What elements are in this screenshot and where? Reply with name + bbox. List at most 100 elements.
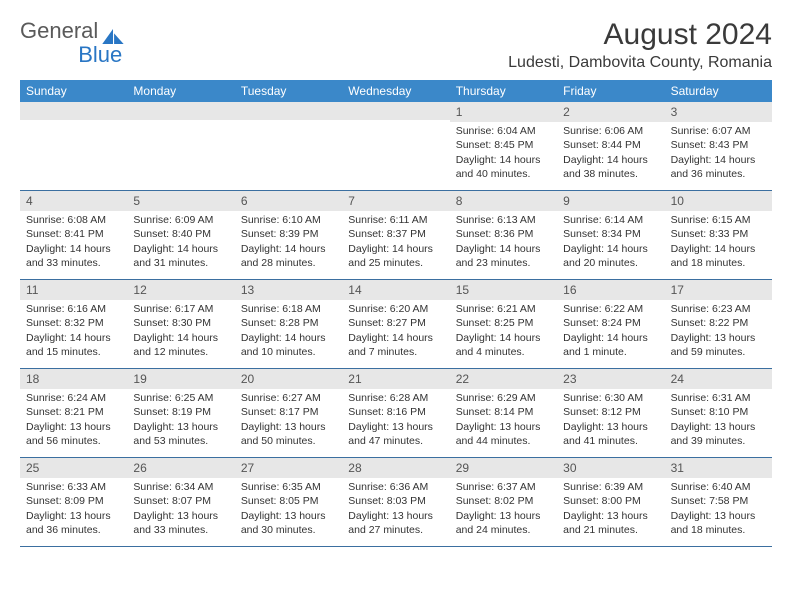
sunset: Sunset: 8:05 PM: [241, 494, 336, 508]
day-content: Sunrise: 6:22 AMSunset: 8:24 PMDaylight:…: [557, 300, 664, 363]
daylight: Daylight: 13 hours and 53 minutes.: [133, 420, 228, 448]
day-number: [127, 102, 234, 120]
day-number: 7: [342, 191, 449, 211]
daylight: Daylight: 13 hours and 50 minutes.: [241, 420, 336, 448]
sunrise: Sunrise: 6:33 AM: [26, 480, 121, 494]
day-cell: 31Sunrise: 6:40 AMSunset: 7:58 PMDayligh…: [665, 458, 772, 546]
daylight: Daylight: 13 hours and 44 minutes.: [456, 420, 551, 448]
sunrise: Sunrise: 6:14 AM: [563, 213, 658, 227]
sunset: Sunset: 8:44 PM: [563, 138, 658, 152]
day-number: 1: [450, 102, 557, 122]
day-number: 22: [450, 369, 557, 389]
day-cell: 28Sunrise: 6:36 AMSunset: 8:03 PMDayligh…: [342, 458, 449, 546]
day-cell: 3Sunrise: 6:07 AMSunset: 8:43 PMDaylight…: [665, 102, 772, 190]
sunrise: Sunrise: 6:31 AM: [671, 391, 766, 405]
day-cell: 14Sunrise: 6:20 AMSunset: 8:27 PMDayligh…: [342, 280, 449, 368]
daylight: Daylight: 13 hours and 47 minutes.: [348, 420, 443, 448]
day-content: Sunrise: 6:13 AMSunset: 8:36 PMDaylight:…: [450, 211, 557, 274]
logo: General Blue: [20, 18, 124, 68]
sunset: Sunset: 8:02 PM: [456, 494, 551, 508]
day-content: Sunrise: 6:27 AMSunset: 8:17 PMDaylight:…: [235, 389, 342, 452]
day-number: 30: [557, 458, 664, 478]
sunset: Sunset: 8:07 PM: [133, 494, 228, 508]
day-number: 23: [557, 369, 664, 389]
day-content: Sunrise: 6:29 AMSunset: 8:14 PMDaylight:…: [450, 389, 557, 452]
sunset: Sunset: 8:12 PM: [563, 405, 658, 419]
day-cell: 17Sunrise: 6:23 AMSunset: 8:22 PMDayligh…: [665, 280, 772, 368]
sunrise: Sunrise: 6:21 AM: [456, 302, 551, 316]
daylight: Daylight: 14 hours and 28 minutes.: [241, 242, 336, 270]
sunset: Sunset: 8:37 PM: [348, 227, 443, 241]
daylight: Daylight: 13 hours and 39 minutes.: [671, 420, 766, 448]
sunset: Sunset: 8:14 PM: [456, 405, 551, 419]
day-content: Sunrise: 6:20 AMSunset: 8:27 PMDaylight:…: [342, 300, 449, 363]
day-content: Sunrise: 6:17 AMSunset: 8:30 PMDaylight:…: [127, 300, 234, 363]
day-cell: 26Sunrise: 6:34 AMSunset: 8:07 PMDayligh…: [127, 458, 234, 546]
sunrise: Sunrise: 6:08 AM: [26, 213, 121, 227]
day-cell: 24Sunrise: 6:31 AMSunset: 8:10 PMDayligh…: [665, 369, 772, 457]
week-row: 11Sunrise: 6:16 AMSunset: 8:32 PMDayligh…: [20, 280, 772, 369]
daylight: Daylight: 14 hours and 25 minutes.: [348, 242, 443, 270]
day-cell: 1Sunrise: 6:04 AMSunset: 8:45 PMDaylight…: [450, 102, 557, 190]
sunset: Sunset: 8:28 PM: [241, 316, 336, 330]
daylight: Daylight: 13 hours and 36 minutes.: [26, 509, 121, 537]
day-cell: 4Sunrise: 6:08 AMSunset: 8:41 PMDaylight…: [20, 191, 127, 279]
sunset: Sunset: 8:39 PM: [241, 227, 336, 241]
day-number: 10: [665, 191, 772, 211]
sunrise: Sunrise: 6:10 AM: [241, 213, 336, 227]
sunrise: Sunrise: 6:06 AM: [563, 124, 658, 138]
month-title: August 2024: [508, 18, 772, 52]
day-number: 12: [127, 280, 234, 300]
day-content: Sunrise: 6:24 AMSunset: 8:21 PMDaylight:…: [20, 389, 127, 452]
day-content: Sunrise: 6:36 AMSunset: 8:03 PMDaylight:…: [342, 478, 449, 541]
sunrise: Sunrise: 6:24 AM: [26, 391, 121, 405]
sunrise: Sunrise: 6:36 AM: [348, 480, 443, 494]
daylight: Daylight: 14 hours and 15 minutes.: [26, 331, 121, 359]
sunrise: Sunrise: 6:27 AM: [241, 391, 336, 405]
day-content: Sunrise: 6:09 AMSunset: 8:40 PMDaylight:…: [127, 211, 234, 274]
day-cell: 23Sunrise: 6:30 AMSunset: 8:12 PMDayligh…: [557, 369, 664, 457]
day-content: Sunrise: 6:40 AMSunset: 7:58 PMDaylight:…: [665, 478, 772, 541]
daylight: Daylight: 14 hours and 38 minutes.: [563, 153, 658, 181]
daylight: Daylight: 14 hours and 1 minute.: [563, 331, 658, 359]
sunset: Sunset: 8:03 PM: [348, 494, 443, 508]
title-block: August 2024 Ludesti, Dambovita County, R…: [508, 18, 772, 72]
logo-sail-icon: [102, 24, 124, 38]
sunrise: Sunrise: 6:09 AM: [133, 213, 228, 227]
sunrise: Sunrise: 6:18 AM: [241, 302, 336, 316]
daylight: Daylight: 14 hours and 4 minutes.: [456, 331, 551, 359]
daylight: Daylight: 14 hours and 31 minutes.: [133, 242, 228, 270]
day-number: 18: [20, 369, 127, 389]
day-content: Sunrise: 6:23 AMSunset: 8:22 PMDaylight:…: [665, 300, 772, 363]
day-number: 28: [342, 458, 449, 478]
weeks-container: 1Sunrise: 6:04 AMSunset: 8:45 PMDaylight…: [20, 102, 772, 547]
day-cell: 16Sunrise: 6:22 AMSunset: 8:24 PMDayligh…: [557, 280, 664, 368]
day-content: Sunrise: 6:34 AMSunset: 8:07 PMDaylight:…: [127, 478, 234, 541]
day-cell: 12Sunrise: 6:17 AMSunset: 8:30 PMDayligh…: [127, 280, 234, 368]
sunrise: Sunrise: 6:13 AM: [456, 213, 551, 227]
day-number: 3: [665, 102, 772, 122]
day-cell: 5Sunrise: 6:09 AMSunset: 8:40 PMDaylight…: [127, 191, 234, 279]
day-content: Sunrise: 6:21 AMSunset: 8:25 PMDaylight:…: [450, 300, 557, 363]
day-number: 26: [127, 458, 234, 478]
sunrise: Sunrise: 6:25 AM: [133, 391, 228, 405]
day-content: Sunrise: 6:07 AMSunset: 8:43 PMDaylight:…: [665, 122, 772, 185]
sunset: Sunset: 8:34 PM: [563, 227, 658, 241]
daylight: Daylight: 13 hours and 30 minutes.: [241, 509, 336, 537]
sunset: Sunset: 8:22 PM: [671, 316, 766, 330]
week-row: 1Sunrise: 6:04 AMSunset: 8:45 PMDaylight…: [20, 102, 772, 191]
week-row: 25Sunrise: 6:33 AMSunset: 8:09 PMDayligh…: [20, 458, 772, 547]
day-number: 11: [20, 280, 127, 300]
day-number: 15: [450, 280, 557, 300]
day-cell: 13Sunrise: 6:18 AMSunset: 8:28 PMDayligh…: [235, 280, 342, 368]
daylight: Daylight: 14 hours and 7 minutes.: [348, 331, 443, 359]
sunset: Sunset: 8:00 PM: [563, 494, 658, 508]
weekday-header: Thursday: [450, 80, 557, 102]
day-number: 20: [235, 369, 342, 389]
day-cell: 2Sunrise: 6:06 AMSunset: 8:44 PMDaylight…: [557, 102, 664, 190]
day-content: Sunrise: 6:16 AMSunset: 8:32 PMDaylight:…: [20, 300, 127, 363]
day-content: Sunrise: 6:35 AMSunset: 8:05 PMDaylight:…: [235, 478, 342, 541]
sunset: Sunset: 8:19 PM: [133, 405, 228, 419]
day-number: 13: [235, 280, 342, 300]
day-number: 5: [127, 191, 234, 211]
